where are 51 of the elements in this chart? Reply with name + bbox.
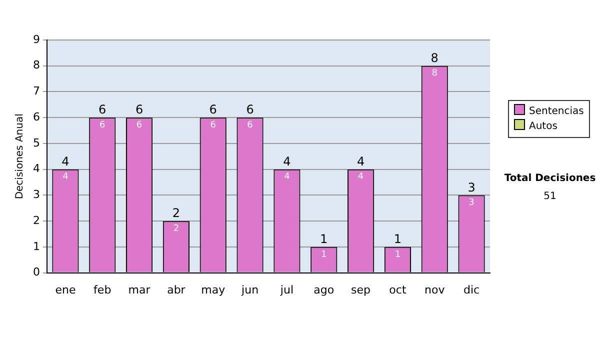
y-tick-label: 4 bbox=[33, 162, 40, 176]
data-label: 6 bbox=[100, 120, 106, 130]
x-tick-label: feb bbox=[94, 283, 112, 296]
data-label: 8 bbox=[432, 68, 438, 79]
y-tick-label: 0 bbox=[33, 266, 40, 279]
total-label: 4 bbox=[62, 154, 70, 168]
data-label: 6 bbox=[136, 120, 142, 130]
y-tick-label: 5 bbox=[33, 136, 40, 150]
data-label: 4 bbox=[62, 172, 69, 182]
total-label: 4 bbox=[283, 154, 291, 168]
x-tick-label: ene bbox=[55, 283, 76, 296]
x-tick-label: ago bbox=[314, 283, 334, 296]
text: Total Decisiones bbox=[503, 172, 597, 186]
x-tick-label: may bbox=[201, 283, 226, 296]
y-tick-label: 3 bbox=[33, 188, 40, 202]
legend-label: Autos bbox=[528, 120, 558, 134]
total-label: 2 bbox=[172, 206, 180, 220]
x-tick-label: oct bbox=[389, 283, 407, 296]
y-tick-label: 9 bbox=[33, 32, 40, 46]
y-tick-label: 2 bbox=[33, 214, 40, 227]
total-label: 1 bbox=[320, 232, 328, 246]
data-label: 6 bbox=[210, 120, 216, 130]
data-label: 2 bbox=[173, 224, 180, 234]
total-label: 6 bbox=[98, 102, 106, 117]
x-tick-label: abr bbox=[167, 283, 186, 296]
data-label: 6 bbox=[247, 120, 254, 130]
total-label: 3 bbox=[468, 180, 476, 194]
data-label: 4 bbox=[358, 172, 364, 182]
x-tick-label: nov bbox=[424, 283, 446, 296]
y-tick-label: 6 bbox=[33, 110, 40, 124]
y-tick-label: 7 bbox=[33, 84, 40, 98]
total-label: 8 bbox=[430, 50, 438, 65]
x-tick-label: sep bbox=[351, 283, 371, 296]
data-label: 3 bbox=[468, 198, 474, 208]
total-label: 1 bbox=[394, 232, 402, 246]
legend-label: Sentencias bbox=[528, 105, 584, 119]
y-tick-label: 1 bbox=[33, 240, 40, 253]
total-label: 6 bbox=[246, 102, 254, 117]
total-label: 6 bbox=[135, 102, 144, 117]
data-label: 1 bbox=[394, 250, 401, 260]
x-tick-label: dic bbox=[463, 283, 480, 296]
x-tick-label: jul bbox=[279, 283, 294, 296]
total-label: 6 bbox=[209, 102, 217, 117]
total-label: 4 bbox=[356, 154, 365, 168]
x-tick-label: jun bbox=[240, 283, 259, 296]
y-axis-title: Decisiones Anual bbox=[14, 114, 26, 200]
x-tick-label: mar bbox=[128, 283, 151, 296]
y-tick-label: 8 bbox=[33, 58, 40, 72]
data-label: 1 bbox=[321, 250, 327, 260]
text: 51 bbox=[542, 190, 558, 204]
data-label: 4 bbox=[284, 172, 290, 182]
